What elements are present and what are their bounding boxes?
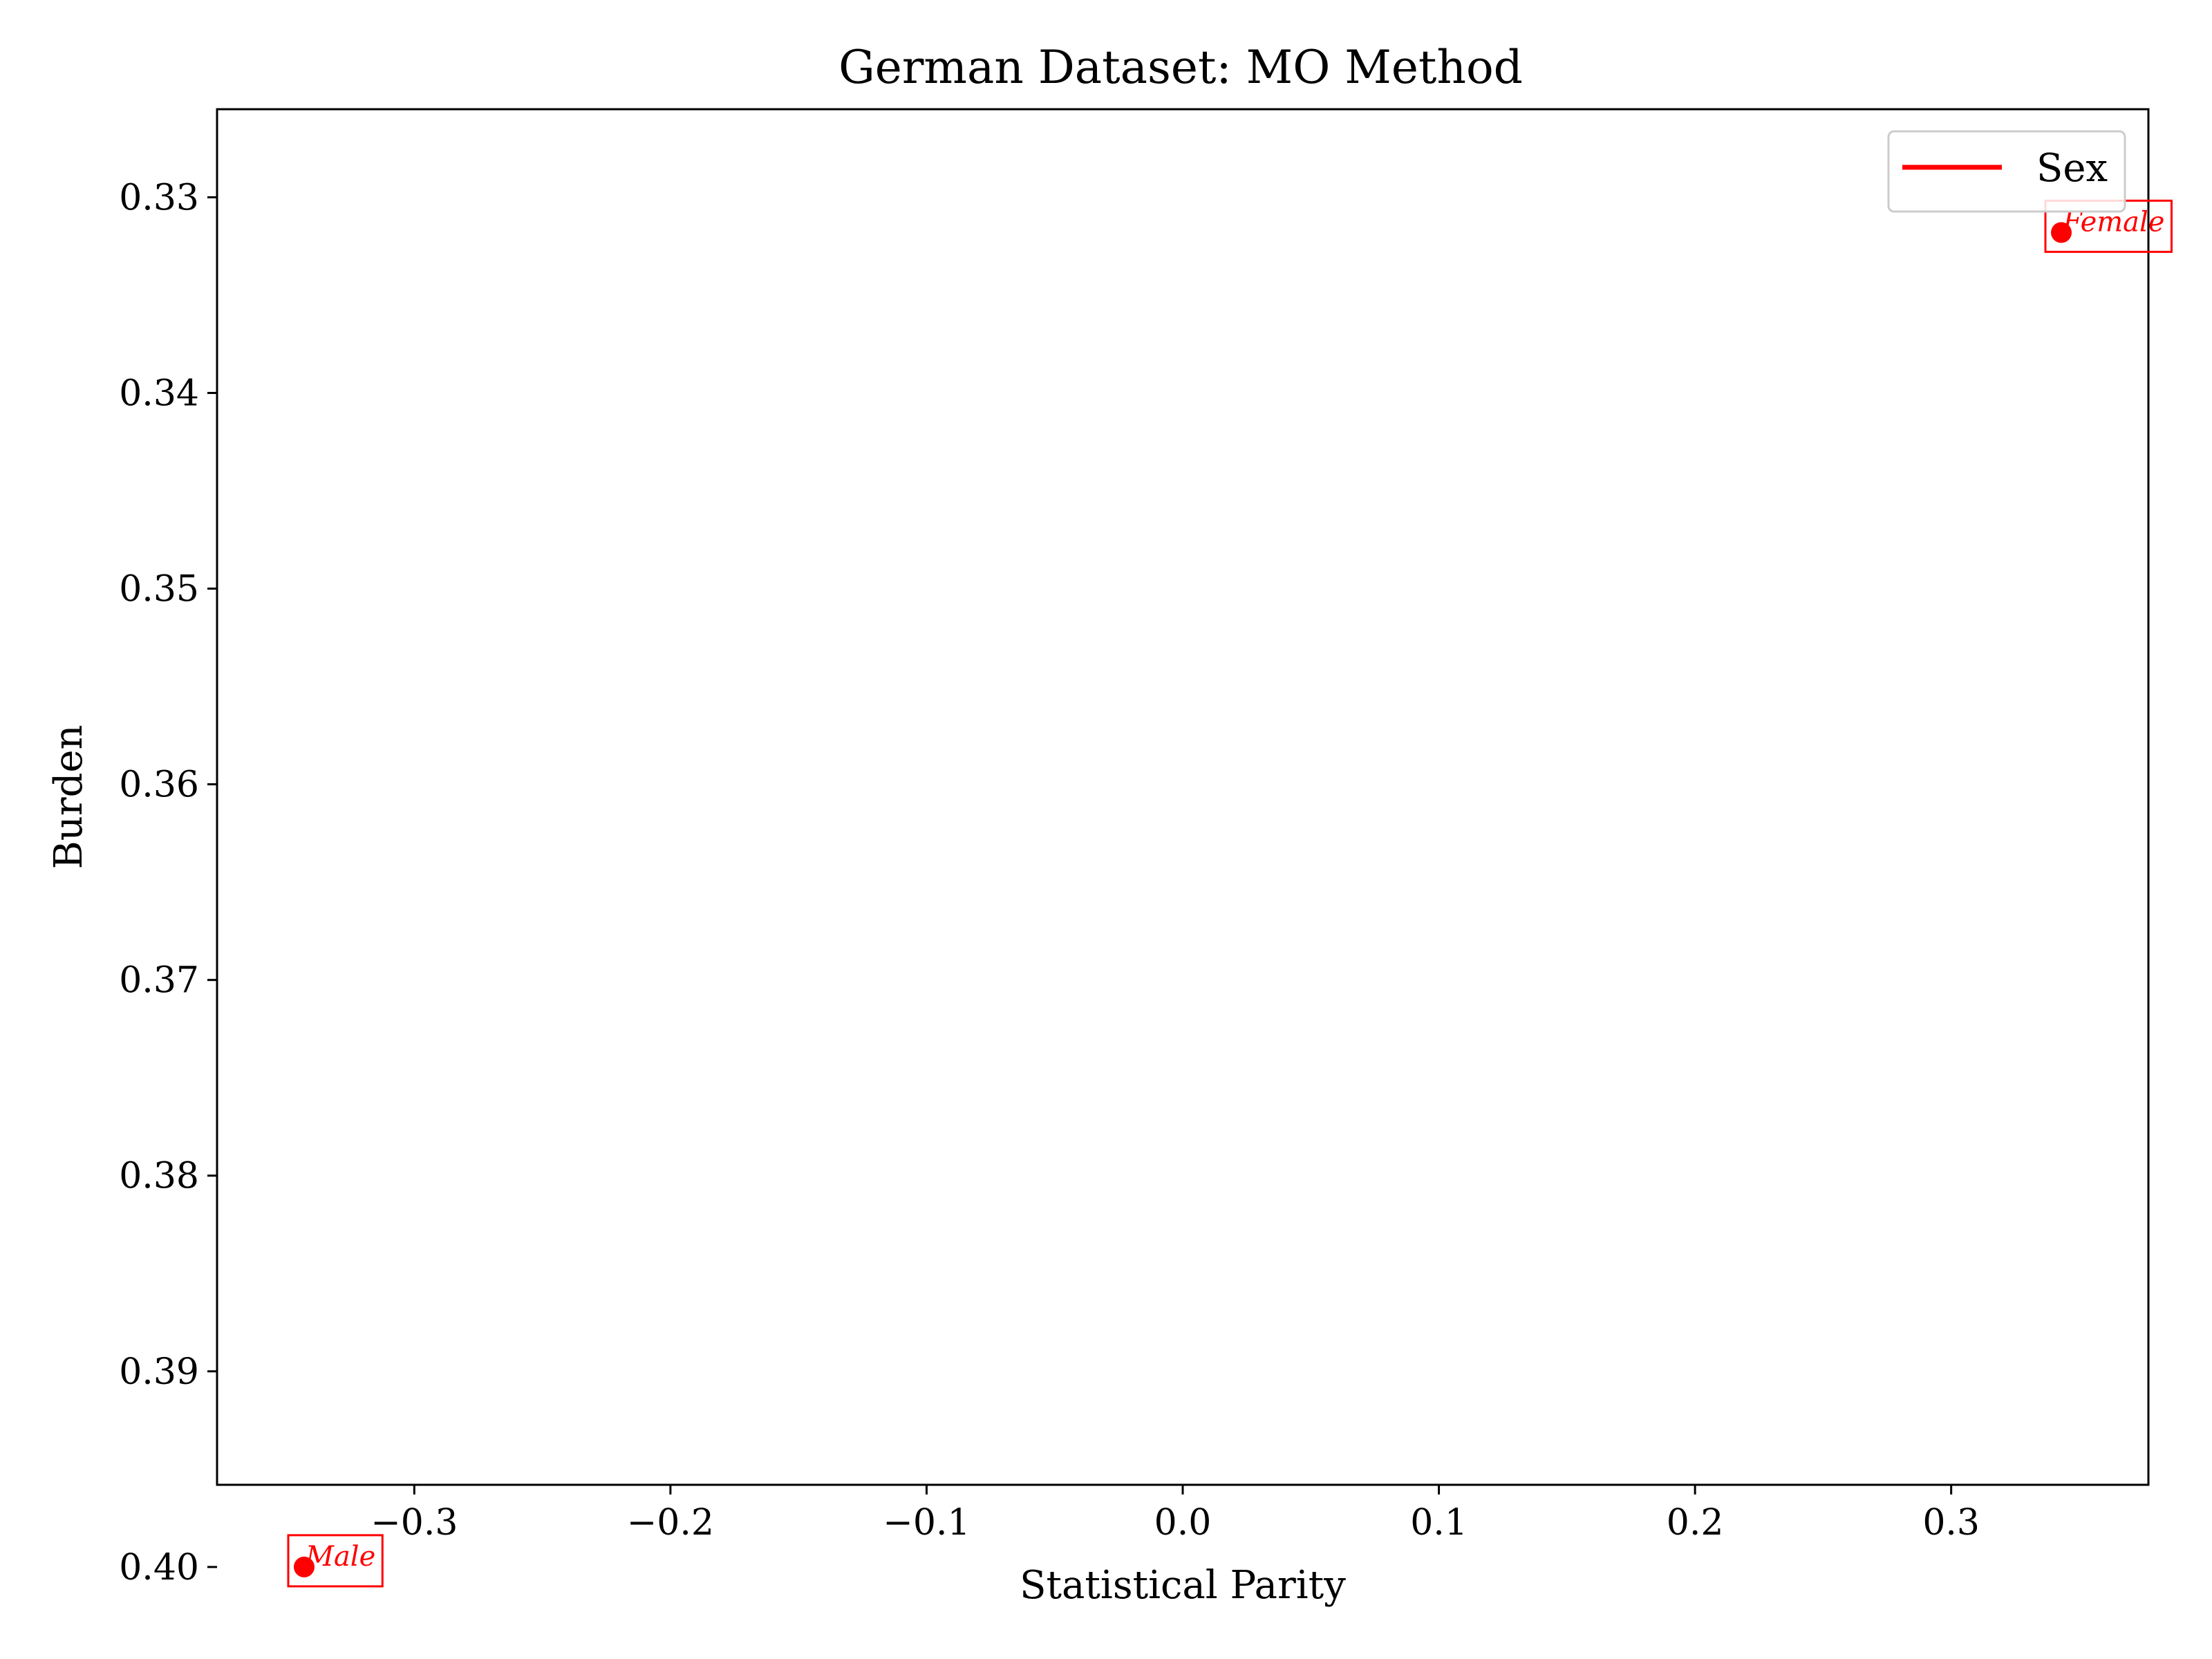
x-tick-label: 0.2 [1667, 1502, 1724, 1544]
legend: Sex [1887, 130, 2126, 213]
legend-frame [1887, 130, 2126, 213]
point-marker [2051, 222, 2072, 243]
point-marker [293, 1556, 315, 1577]
x-tick-label: −0.1 [883, 1502, 970, 1544]
x-tick-label: 0.3 [1922, 1502, 1980, 1544]
point-label-box [287, 1534, 384, 1588]
x-axis-ticks: −0.3 −0.2 −0.1 0.0 0.1 0.2 0.3 [371, 1485, 1980, 1544]
y-tick-label: 0.37 [119, 960, 199, 1002]
y-tick-label: 0.33 [119, 177, 199, 218]
y-axis-label: Burden [46, 724, 91, 869]
x-tick-label: 0.0 [1154, 1502, 1212, 1544]
y-tick-label: 0.35 [119, 569, 199, 610]
y-tick-label: 0.40 [119, 1547, 199, 1588]
x-tick-label: 0.1 [1410, 1502, 1468, 1544]
x-tick-label: −0.2 [627, 1502, 714, 1544]
x-axis-label: Statistical Parity [1020, 1563, 1346, 1608]
x-tick-label: −0.3 [371, 1502, 458, 1544]
plot-area [216, 108, 2150, 1486]
y-tick-label: 0.39 [119, 1351, 199, 1393]
y-tick-label: 0.38 [119, 1156, 199, 1197]
data-point-male: Male [287, 1534, 384, 1588]
y-tick-label: 0.36 [119, 765, 199, 806]
legend-label-sex: Sex [2036, 146, 2108, 191]
y-axis-ticks: 0.33 0.34 0.35 0.36 0.37 0.38 0.39 0.40 [119, 177, 217, 1588]
chart-title: German Dataset: MO Method [838, 41, 1523, 94]
point-label-male: Male [305, 1541, 375, 1573]
y-tick-label: 0.34 [119, 373, 199, 414]
